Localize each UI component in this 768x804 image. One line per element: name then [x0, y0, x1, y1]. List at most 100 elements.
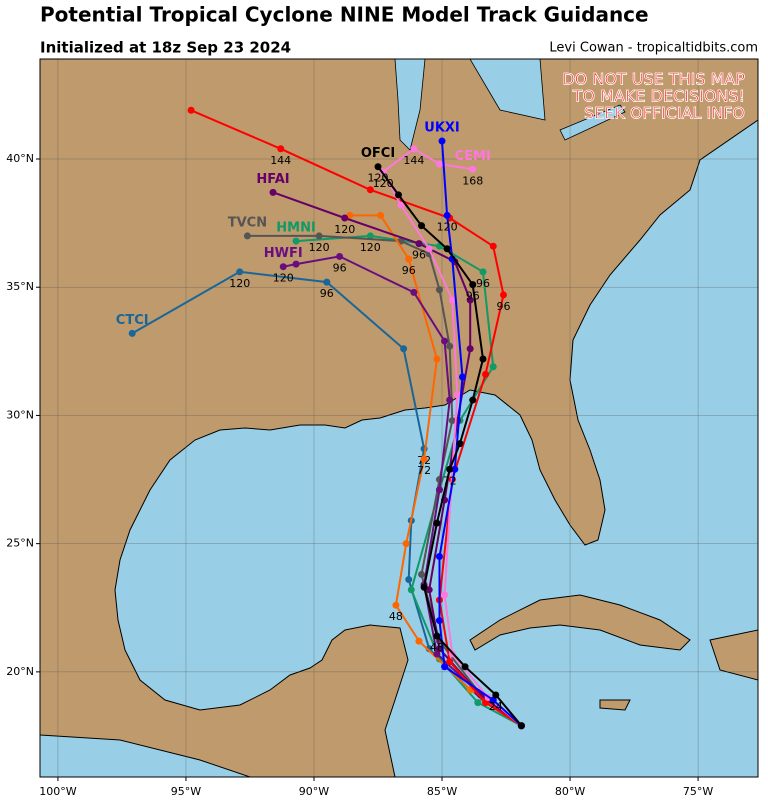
track-point — [418, 570, 426, 578]
track-line — [190, 109, 522, 727]
warning-line: SEEK OFFICIAL INFO — [584, 104, 745, 123]
y-tick-label: 20°N — [6, 665, 34, 678]
hour-label: 96 — [320, 287, 334, 300]
credit: Levi Cowan - tropicaltidbits.com — [549, 41, 758, 56]
x-tick-label: 80°W — [555, 785, 585, 798]
track-point — [456, 440, 464, 448]
track-point — [407, 586, 415, 594]
track-point — [269, 188, 277, 196]
track-point — [279, 263, 287, 271]
track-point — [441, 337, 449, 345]
hour-label: 120 — [309, 241, 330, 254]
track-point — [236, 268, 244, 276]
track-point — [482, 370, 490, 378]
y-tick-label: 40°N — [6, 152, 34, 165]
warning-line: TO MAKE DECISIONS! — [572, 87, 745, 106]
track-point — [435, 617, 443, 625]
hour-label: 120 — [229, 277, 250, 290]
track-point — [489, 242, 497, 250]
track-point — [366, 186, 374, 194]
track-point — [479, 355, 487, 363]
track-point — [517, 722, 525, 730]
track-point — [292, 260, 300, 268]
track-point — [466, 345, 474, 353]
track-point — [323, 278, 331, 286]
track-name: CEMI — [455, 149, 491, 164]
track-name: OFCI — [361, 146, 395, 161]
track-point — [435, 645, 443, 653]
track-point — [410, 145, 418, 153]
track-name: HFAI — [256, 172, 289, 187]
map-frame — [39, 58, 759, 778]
track-point — [405, 576, 413, 584]
track-point — [441, 663, 449, 671]
track-point — [243, 232, 251, 240]
track-point — [400, 345, 408, 353]
hour-label: 144 — [270, 154, 291, 167]
hour-label: 120 — [360, 241, 381, 254]
hour-label: 120 — [273, 272, 294, 285]
hour-label: 48 — [389, 610, 403, 623]
title: Potential Tropical Cyclone NINE Model Tr… — [40, 3, 649, 27]
jamaica — [599, 699, 631, 711]
track-point — [459, 373, 467, 381]
north-america — [40, 59, 758, 777]
hour-label: 24 — [489, 700, 503, 713]
track-point — [443, 245, 451, 253]
track-point — [499, 291, 507, 299]
hour-label: 96 — [466, 290, 480, 303]
track-line — [438, 141, 523, 727]
track-name: TVCN — [228, 215, 267, 230]
track-point — [435, 486, 443, 494]
basemap — [40, 59, 758, 777]
warning-line: DO NOT USE THIS MAP — [562, 70, 745, 89]
track-point — [425, 645, 433, 653]
track-point — [435, 552, 443, 560]
track-point — [479, 268, 487, 276]
track-point — [410, 288, 418, 296]
hour-label: 120 — [334, 223, 355, 236]
track-point — [374, 163, 382, 171]
tracks: 7296120CTCI96120HMNI120TVCN48729696120HW… — [116, 106, 525, 730]
track-point — [466, 296, 474, 304]
track-point — [433, 632, 441, 640]
track-point — [469, 396, 477, 404]
track-point — [451, 465, 459, 473]
track-point — [377, 211, 385, 219]
hour-label: 168 — [462, 174, 483, 187]
lake-huron — [469, 59, 546, 121]
lake-michigan — [394, 59, 426, 151]
track-point — [315, 232, 323, 240]
x-tick-label: 90°W — [299, 785, 329, 798]
track-point — [448, 417, 456, 425]
track-point — [392, 601, 400, 609]
hour-label: 96 — [333, 261, 347, 274]
track-point — [433, 355, 441, 363]
track-point — [187, 106, 195, 114]
hour-label: 72 — [417, 464, 431, 477]
track-name: UKXI — [424, 121, 460, 136]
x-tick-label: 85°W — [427, 785, 457, 798]
track-line — [247, 234, 522, 727]
x-tick-label: 100°W — [39, 785, 76, 798]
track-point — [474, 699, 482, 707]
track-point — [461, 663, 469, 671]
track-point — [292, 237, 300, 245]
hour-label: 48 — [430, 641, 444, 654]
track-point — [402, 540, 410, 548]
hour-label: 120 — [437, 220, 458, 233]
track-point — [446, 396, 454, 404]
hispaniola — [709, 629, 758, 681]
track-point — [420, 583, 428, 591]
track-point — [397, 201, 405, 209]
track-point — [277, 145, 285, 153]
hour-label: 144 — [403, 154, 424, 167]
track-point — [435, 286, 443, 294]
track-point — [336, 252, 344, 260]
y-tick-label: 35°N — [6, 280, 34, 293]
track-point — [435, 160, 443, 168]
y-tick-label: 30°N — [6, 408, 34, 421]
track-point — [453, 391, 461, 399]
